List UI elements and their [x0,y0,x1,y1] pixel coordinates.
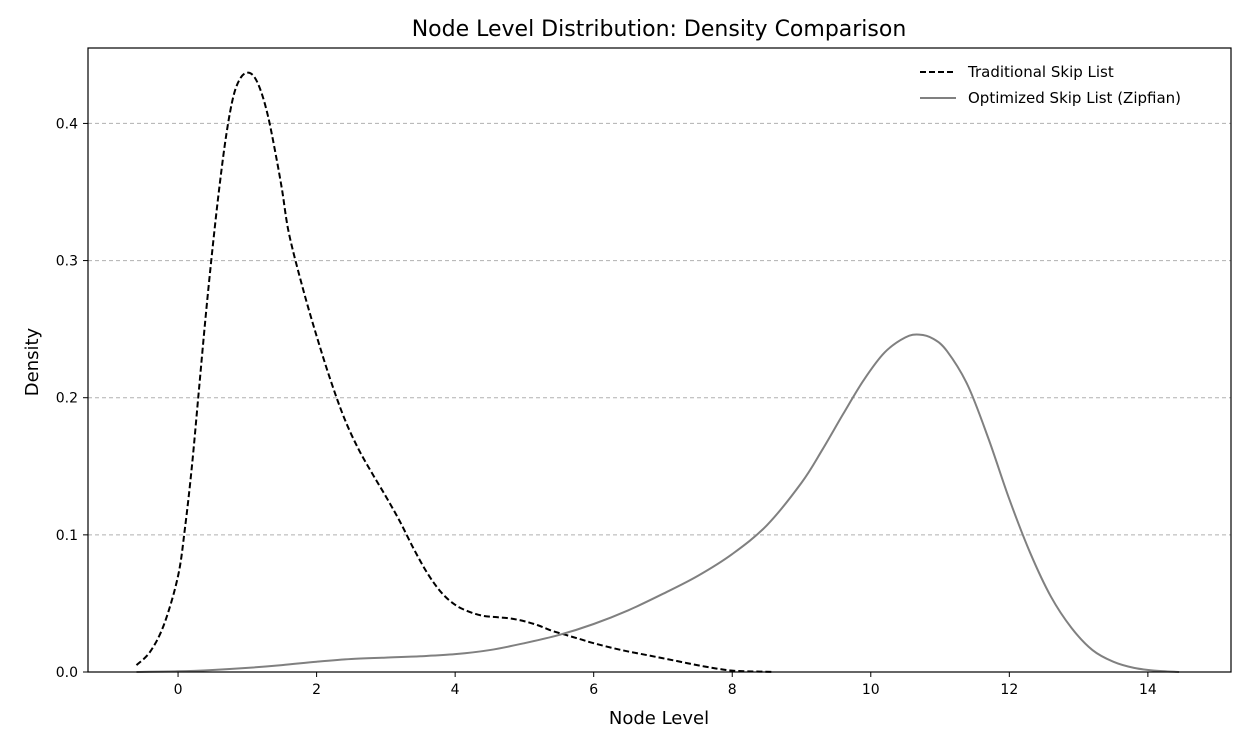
y-tick-label: 0.2 [56,391,78,407]
y-tick-label: 0.3 [56,254,78,270]
x-axis-ticks: 0 2 4 6 8 10 12 14 [174,672,1157,698]
x-tick-label: 4 [451,682,460,698]
y-tick-label: 0.4 [56,116,78,132]
x-tick-label: 6 [589,682,598,698]
series-lines [135,71,1180,673]
y-tick-label: 0.1 [56,528,78,544]
legend: Traditional Skip List Optimized Skip List… [920,63,1181,107]
chart-title: Node Level Distribution: Density Compari… [412,17,907,42]
plot-area-frame [87,47,1232,673]
x-tick-label: 8 [728,682,737,698]
x-tick-label: 0 [174,682,183,698]
y-axis-label: Density [22,327,43,396]
x-tick-label: 2 [312,682,321,698]
series-line-2 [136,333,1180,673]
grid-lines [88,122,1231,536]
y-tick-label: 0.0 [56,665,78,681]
x-axis-label: Node Level [609,708,709,729]
x-tick-label: 10 [862,682,880,698]
x-tick-label: 14 [1139,682,1157,698]
legend-label-1: Traditional Skip List [967,63,1114,81]
legend-label-2: Optimized Skip List (Zipfian) [968,89,1181,107]
y-axis-ticks: 0.0 0.1 0.2 0.3 0.4 [56,116,88,681]
x-tick-label: 12 [1000,682,1018,698]
